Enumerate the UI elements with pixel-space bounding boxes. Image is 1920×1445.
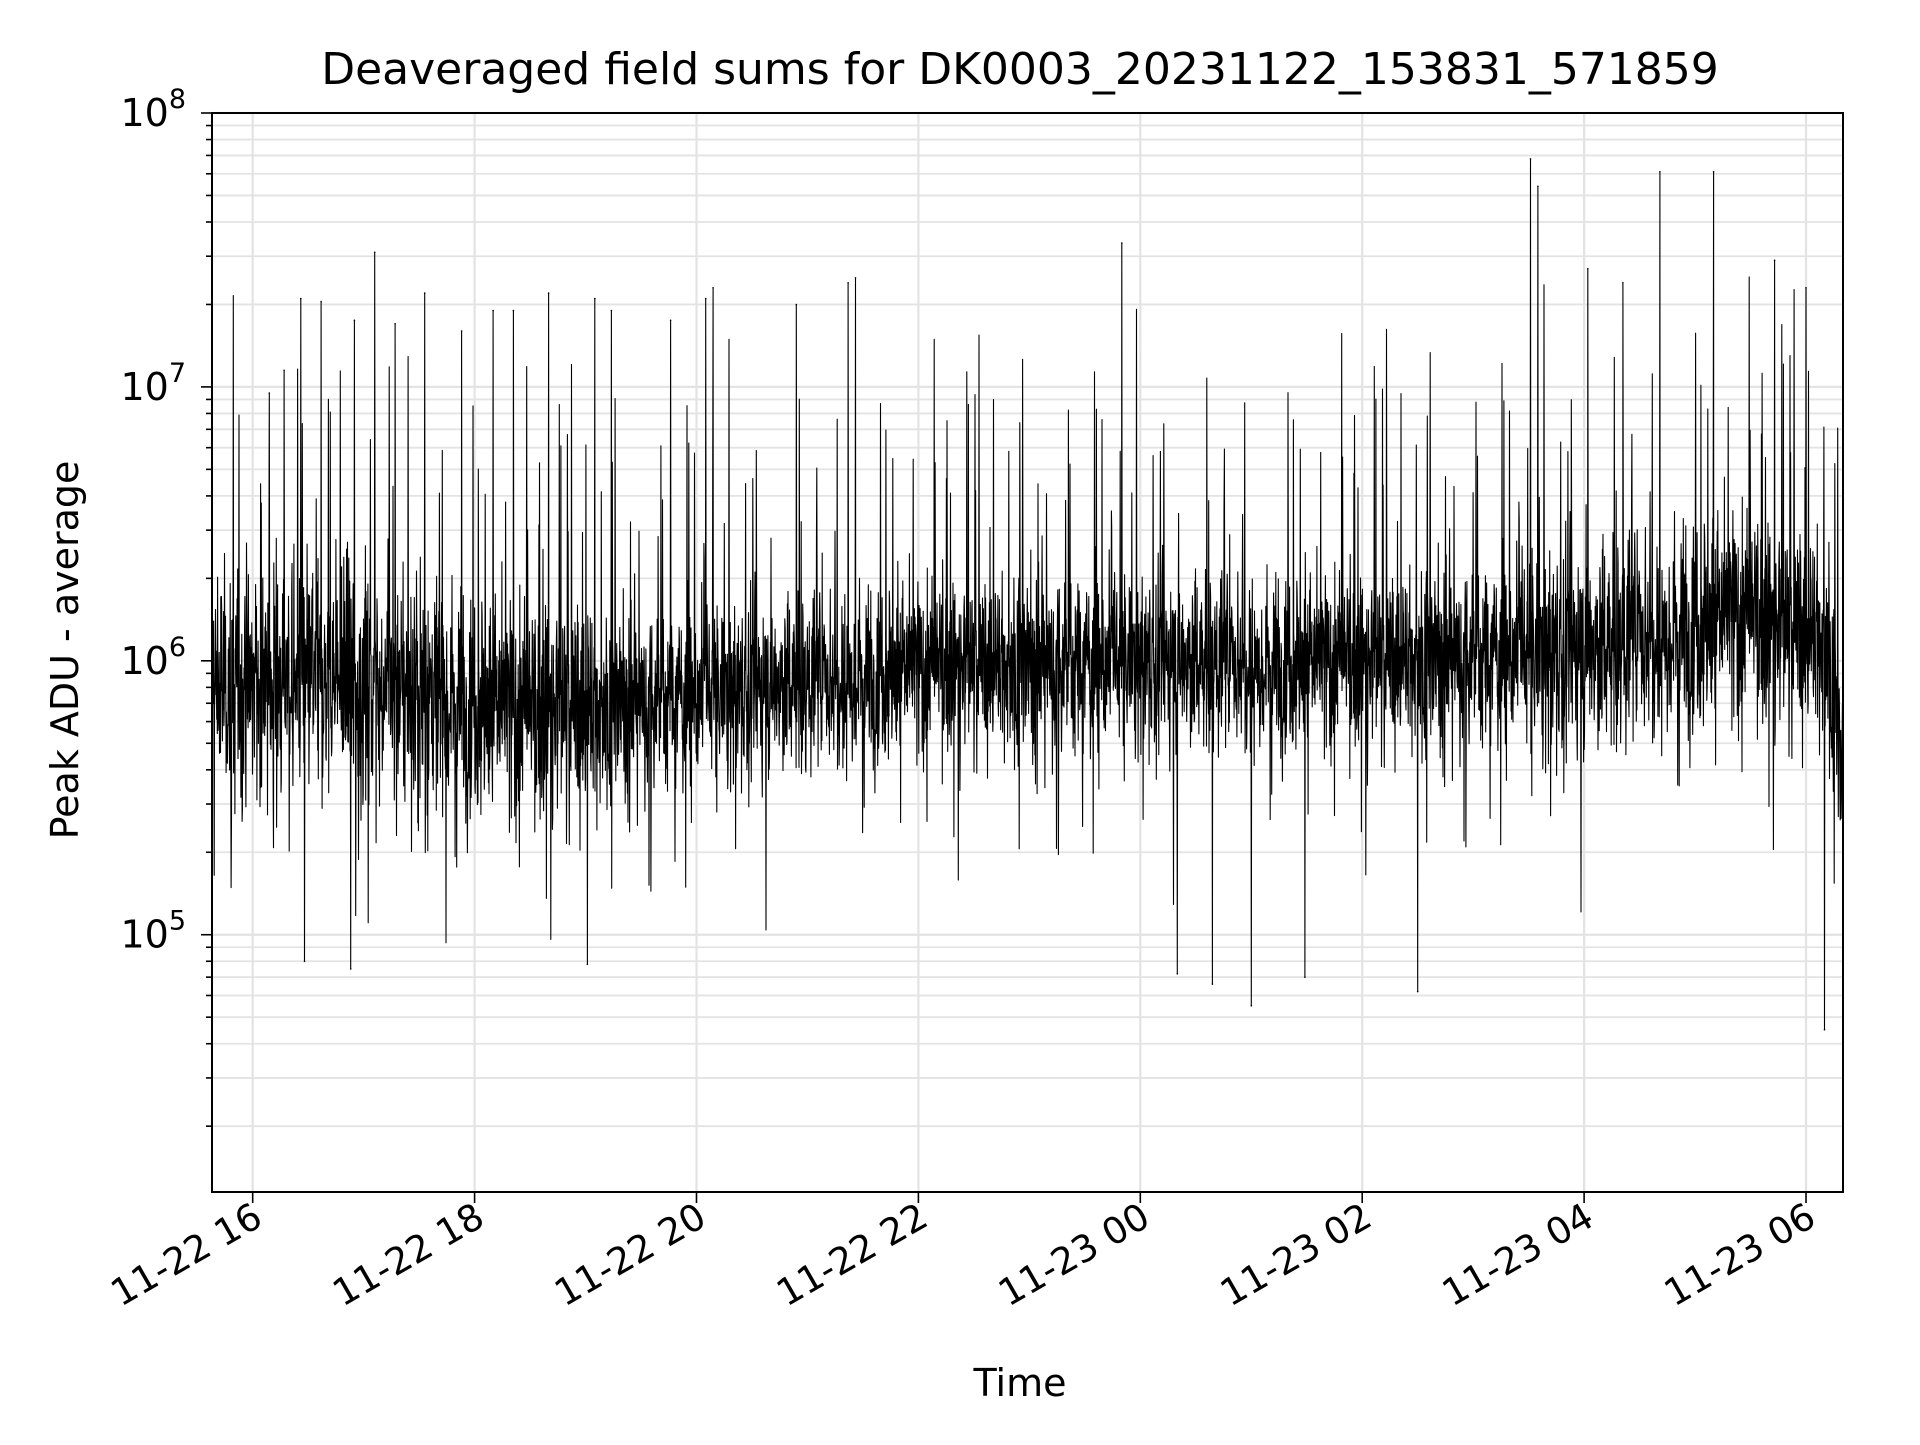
- x-tick-label: 11-23 06: [1657, 1195, 1823, 1315]
- x-tick-label: 11-22 22: [769, 1195, 935, 1315]
- trough-point: [1416, 990, 1419, 993]
- peak-point: [594, 297, 596, 300]
- x-tick-label: 11-22 18: [326, 1195, 492, 1315]
- chart-title: Deaveraged field sums for DK0003_2023112…: [321, 44, 1719, 95]
- y-tick-label: 106: [120, 632, 186, 683]
- series-layer: [211, 158, 1844, 1147]
- peak-point: [712, 287, 714, 289]
- peak-point: [1537, 185, 1539, 188]
- peak-point: [300, 297, 302, 300]
- peak-point: [854, 277, 857, 279]
- x-axis-label: Time: [973, 1361, 1067, 1405]
- peak-point: [1622, 282, 1624, 284]
- peak-point: [1712, 171, 1715, 173]
- peak-point: [669, 319, 672, 322]
- y-tick-label: 105: [120, 906, 186, 957]
- peak-point: [394, 323, 396, 325]
- x-tick-label: 11-23 04: [1435, 1195, 1601, 1315]
- peak-point: [1773, 259, 1776, 262]
- peak-point: [512, 309, 515, 312]
- trough-point: [1211, 983, 1214, 985]
- peak-point: [704, 297, 707, 300]
- plot-frame: [211, 112, 1844, 1193]
- peak-point: [460, 330, 463, 332]
- peak-point: [1659, 171, 1661, 173]
- trough-point: [303, 960, 306, 963]
- trough-point: [1176, 973, 1179, 975]
- trough-point: [586, 963, 589, 966]
- trough-point: [1823, 1028, 1826, 1031]
- peak-point: [373, 251, 376, 254]
- peak-point: [283, 369, 285, 372]
- peak-point: [320, 300, 322, 303]
- peak-point: [1529, 158, 1532, 160]
- trough-point: [1250, 1005, 1253, 1007]
- y-tick-label: 107: [120, 358, 186, 409]
- peak-point: [795, 303, 798, 306]
- peak-point: [268, 392, 271, 394]
- peak-point: [1805, 287, 1807, 289]
- peak-point: [423, 292, 426, 294]
- peak-point: [610, 309, 613, 312]
- y-axis-label: Peak ADU - average: [43, 461, 87, 840]
- peak-point: [353, 319, 356, 322]
- x-tick-label: 11-23 02: [1213, 1195, 1379, 1315]
- x-tick-label: 11-22 16: [104, 1195, 270, 1315]
- peak-point: [547, 292, 550, 294]
- peak-point: [492, 309, 494, 312]
- y-tick-label: 108: [120, 84, 186, 135]
- series-line: [211, 158, 1844, 1146]
- trough-point: [349, 968, 352, 970]
- x-tick-label: 11-22 20: [547, 1195, 713, 1315]
- trough-point: [1304, 976, 1306, 978]
- peak-point: [847, 282, 849, 284]
- peak-point: [1587, 268, 1589, 270]
- x-tick-label: 11-23 00: [991, 1195, 1157, 1315]
- peak-point: [1121, 242, 1123, 244]
